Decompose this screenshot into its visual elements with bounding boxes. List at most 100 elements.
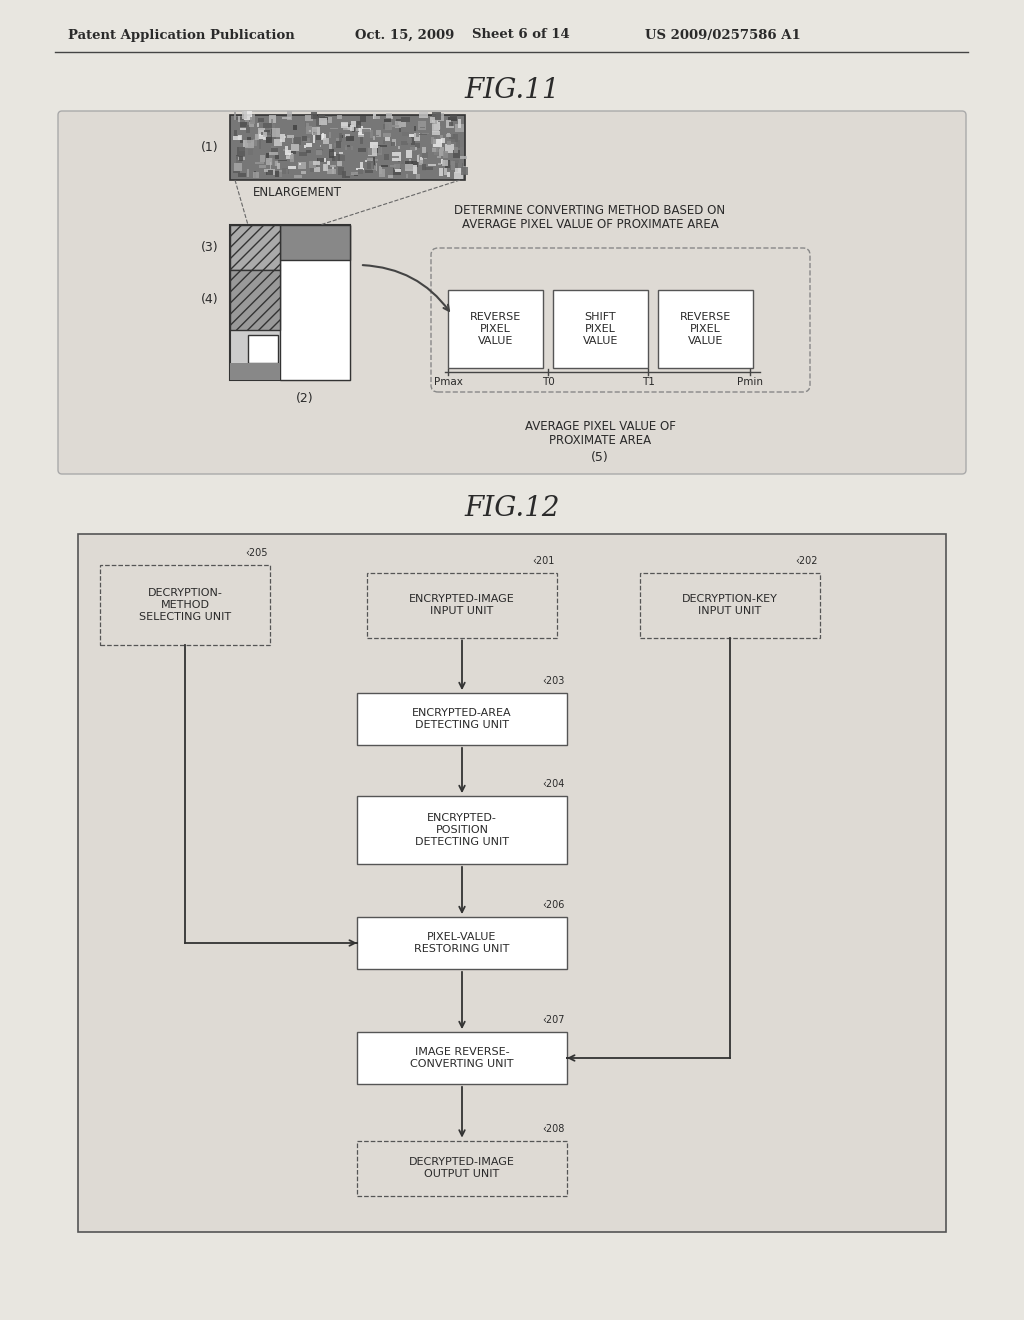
Bar — [350, 125, 354, 131]
Bar — [245, 120, 249, 121]
Bar — [325, 164, 326, 170]
Bar — [401, 140, 408, 145]
Bar — [450, 115, 457, 119]
Bar — [383, 133, 391, 137]
Bar — [401, 117, 410, 121]
Bar — [407, 173, 408, 177]
Bar — [415, 133, 420, 141]
Bar — [432, 115, 438, 123]
Bar — [443, 168, 447, 176]
Bar — [280, 133, 285, 141]
Bar — [398, 156, 399, 162]
Bar — [433, 115, 440, 119]
Text: ENCRYPTED-
POSITION
DETECTING UNIT: ENCRYPTED- POSITION DETECTING UNIT — [415, 813, 509, 847]
Bar — [346, 136, 354, 141]
Bar — [255, 116, 260, 124]
Bar — [243, 140, 249, 147]
Bar — [280, 224, 350, 380]
Bar — [342, 170, 346, 178]
Text: ‹203: ‹203 — [543, 676, 565, 686]
Bar — [327, 169, 336, 174]
Bar — [330, 128, 338, 129]
Bar — [406, 150, 413, 158]
Bar — [312, 161, 319, 165]
Bar — [553, 290, 648, 368]
Bar — [373, 166, 376, 170]
Bar — [454, 149, 460, 158]
Text: Oct. 15, 2009: Oct. 15, 2009 — [355, 29, 455, 41]
Bar — [409, 133, 414, 137]
Bar — [417, 174, 421, 178]
Bar — [305, 120, 306, 128]
Bar — [282, 117, 291, 119]
Bar — [444, 160, 451, 168]
Bar — [424, 157, 427, 160]
Text: REVERSE
PIXEL
VALUE: REVERSE PIXEL VALUE — [470, 312, 521, 346]
Bar — [383, 124, 389, 129]
Bar — [345, 177, 350, 178]
Bar — [339, 152, 343, 153]
Bar — [351, 121, 356, 127]
Bar — [386, 112, 392, 119]
Bar — [369, 148, 377, 156]
Bar — [422, 133, 429, 135]
Bar — [318, 117, 327, 125]
Bar — [238, 173, 246, 177]
Bar — [302, 136, 307, 141]
Bar — [324, 137, 329, 144]
Text: ENCRYPTED-AREA
DETECTING UNIT: ENCRYPTED-AREA DETECTING UNIT — [413, 708, 512, 730]
Bar — [430, 139, 434, 141]
Bar — [361, 129, 370, 133]
Bar — [339, 166, 344, 176]
Text: SHIFT
PIXEL
VALUE: SHIFT PIXEL VALUE — [583, 312, 618, 346]
Text: Pmax: Pmax — [433, 378, 463, 387]
Bar — [432, 112, 441, 120]
Bar — [286, 145, 288, 154]
Bar — [392, 152, 394, 154]
Bar — [354, 173, 358, 176]
Bar — [240, 140, 243, 143]
Bar — [287, 135, 294, 139]
Bar — [439, 148, 444, 156]
Text: REVERSE
PIXEL
VALUE: REVERSE PIXEL VALUE — [680, 312, 731, 346]
Bar — [449, 116, 457, 121]
Bar — [380, 169, 385, 177]
Bar — [374, 157, 375, 165]
Bar — [272, 137, 275, 139]
Text: IMAGE REVERSE-
CONVERTING UNIT: IMAGE REVERSE- CONVERTING UNIT — [411, 1047, 514, 1069]
Bar — [321, 117, 329, 120]
Bar — [335, 154, 339, 161]
Bar — [267, 169, 275, 176]
Bar — [311, 112, 317, 120]
Bar — [428, 164, 436, 166]
Bar — [392, 152, 400, 161]
Text: Pmin: Pmin — [737, 378, 763, 387]
Bar — [441, 160, 447, 166]
Bar — [288, 111, 292, 120]
Bar — [345, 145, 350, 147]
Bar — [436, 136, 443, 143]
Bar — [423, 147, 426, 153]
Bar — [249, 121, 254, 127]
Bar — [341, 123, 348, 127]
Text: Sheet 6 of 14: Sheet 6 of 14 — [472, 29, 569, 41]
Bar — [419, 112, 428, 117]
FancyBboxPatch shape — [100, 565, 270, 645]
Bar — [233, 162, 242, 170]
Bar — [251, 115, 255, 119]
Bar — [415, 148, 418, 149]
Bar — [419, 133, 427, 135]
Text: AVERAGE PIXEL VALUE OF PROXIMATE AREA: AVERAGE PIXEL VALUE OF PROXIMATE AREA — [462, 218, 719, 231]
Bar — [437, 164, 440, 165]
Bar — [259, 129, 266, 136]
Bar — [294, 137, 301, 145]
Text: DECRYPTION-KEY
INPUT UNIT: DECRYPTION-KEY INPUT UNIT — [682, 594, 778, 616]
Bar — [351, 145, 352, 149]
Bar — [262, 132, 267, 136]
Bar — [441, 139, 445, 144]
Bar — [306, 123, 308, 132]
Bar — [455, 124, 464, 132]
Bar — [372, 160, 374, 169]
Bar — [368, 147, 372, 154]
Bar — [410, 160, 411, 166]
